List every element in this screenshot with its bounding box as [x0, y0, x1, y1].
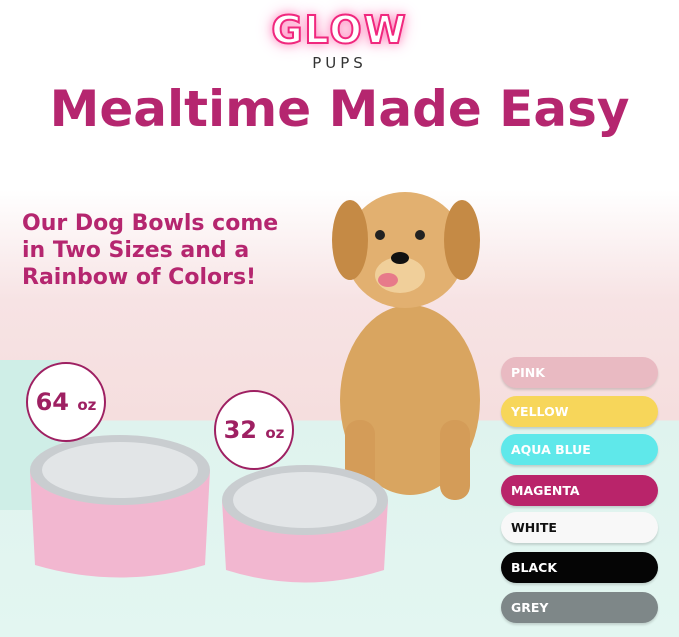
size-value: 64	[35, 388, 69, 416]
color-option-grey[interactable]: GREY	[501, 592, 658, 623]
color-option-magenta[interactable]: MAGENTA	[501, 475, 658, 506]
size-badge-64oz: 64 oz	[26, 362, 106, 442]
brand-logo-sub: PUPS	[312, 54, 367, 72]
color-option-pink[interactable]: PINK	[501, 357, 658, 388]
subheadline-line: Rainbow of Colors!	[22, 265, 257, 290]
brand-logo: GLOW	[270, 7, 408, 53]
color-option-yellow[interactable]: YELLOW	[501, 396, 658, 427]
subheadline-line: Our Dog Bowls come	[22, 211, 279, 236]
bowl-32oz	[222, 465, 388, 583]
color-option-black[interactable]: BLACK	[501, 552, 658, 583]
subheadline-line: in Two Sizes and a	[22, 238, 250, 263]
dog-image	[332, 192, 480, 500]
size-unit: oz	[265, 424, 285, 442]
color-option-white[interactable]: WHITE	[501, 512, 658, 543]
size-unit: oz	[77, 396, 97, 414]
headline: Mealtime Made Easy	[49, 80, 630, 138]
bowl-64oz	[30, 435, 210, 578]
subheadline: Our Dog Bowls come in Two Sizes and a Ra…	[22, 210, 302, 291]
size-value: 32	[223, 416, 257, 444]
color-option-aqua-blue[interactable]: AQUA BLUE	[501, 434, 658, 465]
size-badge-32oz: 32 oz	[214, 390, 294, 470]
